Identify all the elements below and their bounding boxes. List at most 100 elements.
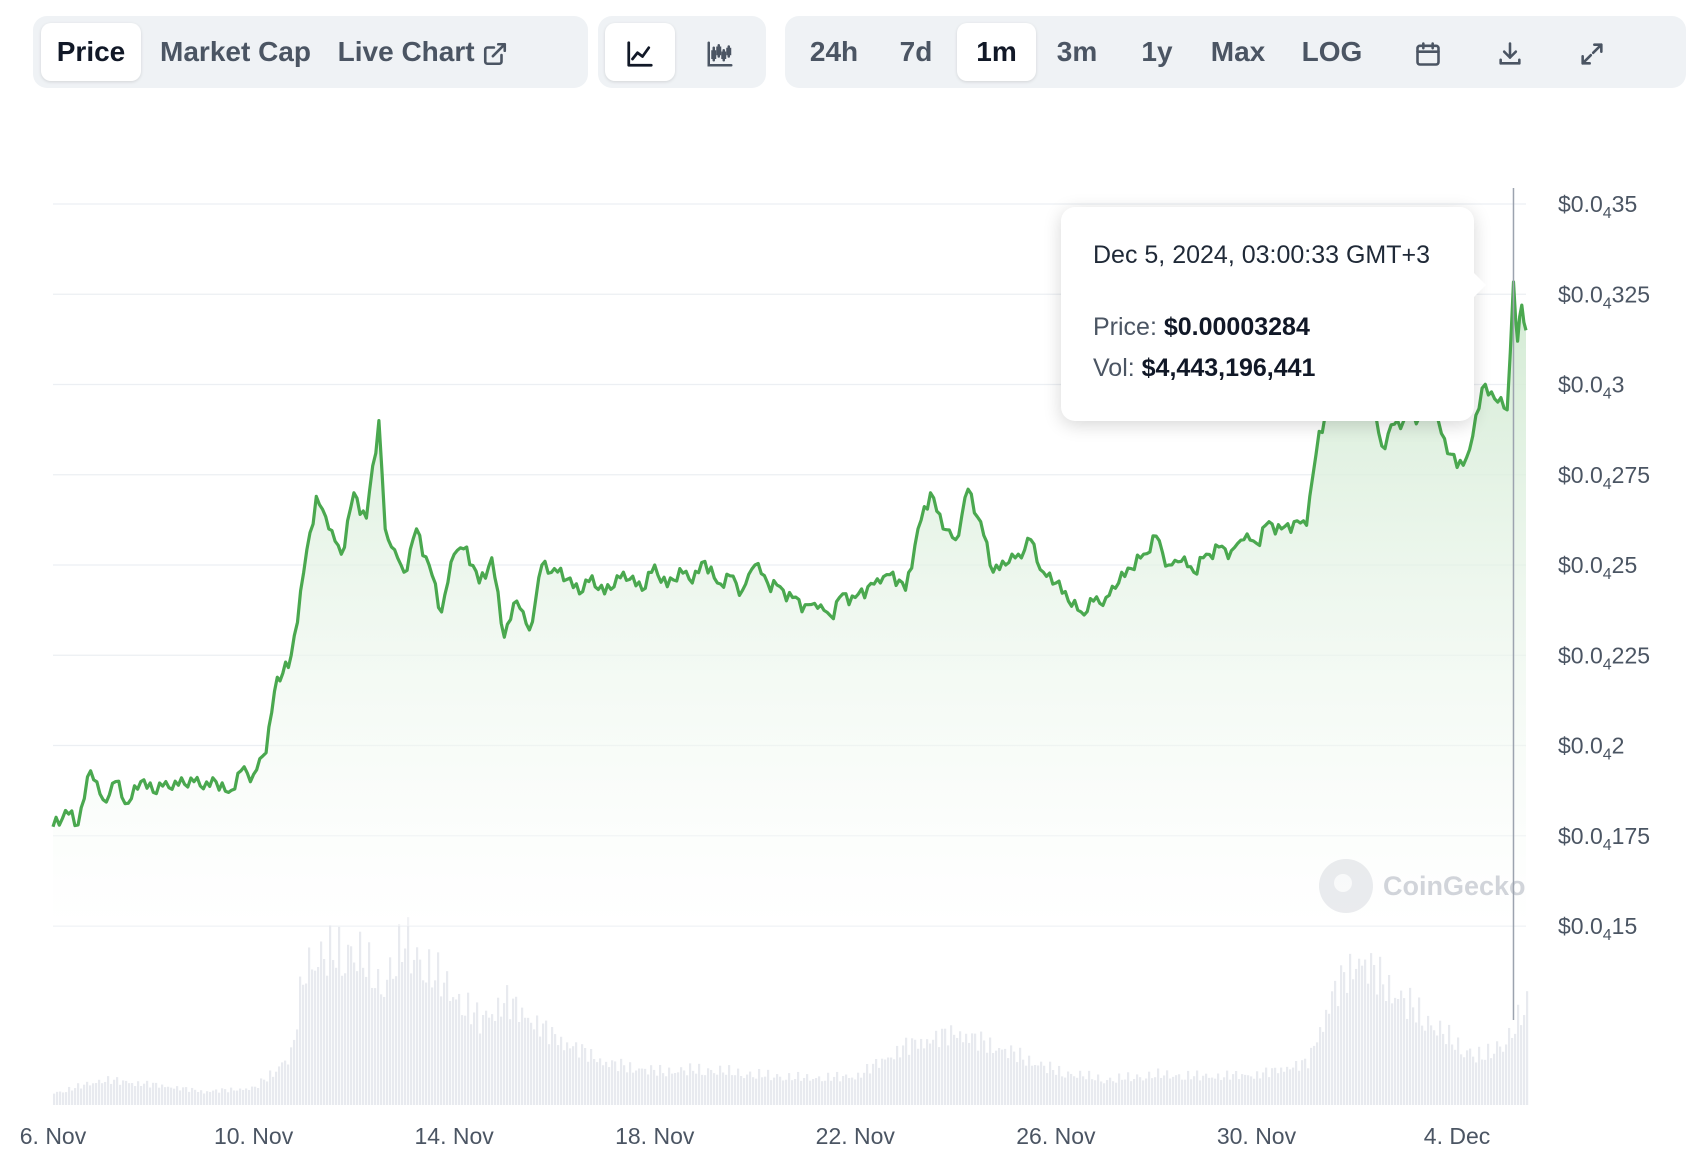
volume-bar — [644, 1068, 647, 1105]
range-max[interactable]: Max — [1198, 23, 1278, 81]
volume-bar — [212, 1090, 215, 1105]
volume-bar — [326, 975, 329, 1105]
volume-bar — [758, 1069, 761, 1105]
log-scale-toggle[interactable]: LOG — [1287, 23, 1377, 81]
volume-bar — [344, 973, 347, 1105]
volume-bar — [266, 1081, 269, 1105]
volume-bar — [341, 975, 344, 1105]
range-7d[interactable]: 7d — [881, 23, 951, 81]
volume-bar — [1406, 1018, 1409, 1105]
volume-bar — [698, 1063, 701, 1105]
volume-bar — [686, 1075, 689, 1105]
volume-bar — [284, 1060, 287, 1105]
range-3m[interactable]: 3m — [1042, 23, 1112, 81]
volume-bar — [773, 1077, 776, 1105]
volume-bar — [311, 969, 314, 1105]
volume-bar — [506, 985, 509, 1105]
volume-bar — [1190, 1079, 1193, 1105]
volume-bar — [746, 1074, 749, 1105]
volume-bar — [590, 1049, 593, 1105]
x-tick-label: 6. Nov — [20, 1123, 87, 1149]
volume-bar — [908, 1054, 911, 1105]
fullscreen-button[interactable] — [1557, 23, 1627, 81]
volume-bar — [1118, 1073, 1121, 1105]
volume-bar — [464, 1015, 467, 1105]
volume-bar — [224, 1089, 227, 1105]
volume-bar — [803, 1078, 806, 1105]
volume-bar — [1520, 1025, 1523, 1105]
volume-bar — [512, 998, 515, 1105]
volume-bar — [62, 1092, 65, 1105]
volume-bar — [608, 1067, 611, 1105]
volume-bar — [188, 1091, 191, 1105]
tab-live-chart[interactable]: Live Chart — [333, 23, 513, 81]
tab-market-cap[interactable]: Market Cap — [148, 23, 323, 81]
volume-bar — [902, 1045, 905, 1105]
volume-bar — [1043, 1065, 1046, 1105]
candlestick-chart-button[interactable] — [685, 23, 755, 81]
volume-bar — [575, 1042, 578, 1105]
volume-bar — [1265, 1067, 1268, 1105]
volume-bar — [158, 1087, 161, 1105]
volume-bar — [566, 1042, 569, 1105]
volume-bar — [752, 1077, 755, 1105]
price-chart[interactable]: $0.0415 $0.04175 $0.042 $0.04225 $0.0425 $0.0… — [0, 140, 1706, 1168]
volume-bar — [197, 1092, 200, 1105]
volume-bar — [935, 1030, 938, 1105]
range-1m[interactable]: 1m — [957, 23, 1036, 81]
volume-bar — [1526, 991, 1529, 1105]
volume-bar — [563, 1050, 566, 1105]
volume-bar — [1250, 1076, 1253, 1105]
range-1y[interactable]: 1y — [1122, 23, 1192, 81]
volume-bar — [236, 1090, 239, 1105]
volume-bar — [1046, 1073, 1049, 1105]
calendar-icon — [1416, 41, 1440, 66]
volume-bar — [119, 1084, 122, 1105]
volume-bar — [1055, 1074, 1058, 1105]
volume-bar — [1400, 990, 1403, 1105]
volume-bar — [1247, 1075, 1250, 1105]
date-range-button[interactable] — [1393, 23, 1463, 81]
volume-bar — [1238, 1079, 1241, 1105]
volume-bar — [980, 1031, 983, 1105]
volume-bar — [1385, 1001, 1388, 1105]
volume-bar — [1169, 1078, 1172, 1105]
volume-bar — [191, 1087, 194, 1105]
volume-bar — [749, 1071, 752, 1105]
volume-bar — [452, 997, 455, 1105]
x-tick-label: 30. Nov — [1217, 1123, 1297, 1149]
volume-bar — [1499, 1046, 1502, 1105]
volume-bar — [116, 1077, 119, 1105]
volume-bar — [890, 1057, 893, 1105]
volume-bar — [947, 1045, 950, 1105]
volume-bar — [1115, 1082, 1118, 1105]
volume-bar — [425, 982, 428, 1105]
volume-bar — [983, 1040, 986, 1105]
volume-bar — [377, 969, 380, 1105]
volume-bar — [896, 1045, 899, 1105]
volume-bar — [950, 1025, 953, 1105]
tooltip-price-row: Price: $0.00003284 — [1093, 313, 1310, 342]
volume-bar — [329, 924, 332, 1105]
volume-bar — [314, 970, 317, 1105]
volume-bar — [509, 1019, 512, 1105]
download-button[interactable] — [1475, 23, 1545, 81]
volume-bar — [1076, 1077, 1079, 1105]
volume-bar — [1052, 1069, 1055, 1105]
tab-price[interactable]: Price — [41, 23, 141, 81]
volume-bar — [1415, 1022, 1418, 1105]
volume-bar — [623, 1065, 626, 1105]
volume-bar — [851, 1077, 854, 1105]
volume-bars — [53, 917, 1529, 1105]
volume-bar — [1505, 1044, 1508, 1105]
volume-bar — [335, 967, 338, 1105]
volume-bar — [671, 1073, 674, 1105]
volume-bar — [416, 947, 419, 1105]
line-chart-button[interactable] — [605, 23, 675, 81]
volume-bar — [1034, 1065, 1037, 1105]
range-24h[interactable]: 24h — [799, 23, 869, 81]
volume-bar — [1091, 1079, 1094, 1105]
volume-bar — [167, 1086, 170, 1105]
chart-toolbar: Price Market Cap Live Chart 24h 7d 1m 3m… — [33, 16, 1686, 88]
volume-bar — [929, 1043, 932, 1105]
